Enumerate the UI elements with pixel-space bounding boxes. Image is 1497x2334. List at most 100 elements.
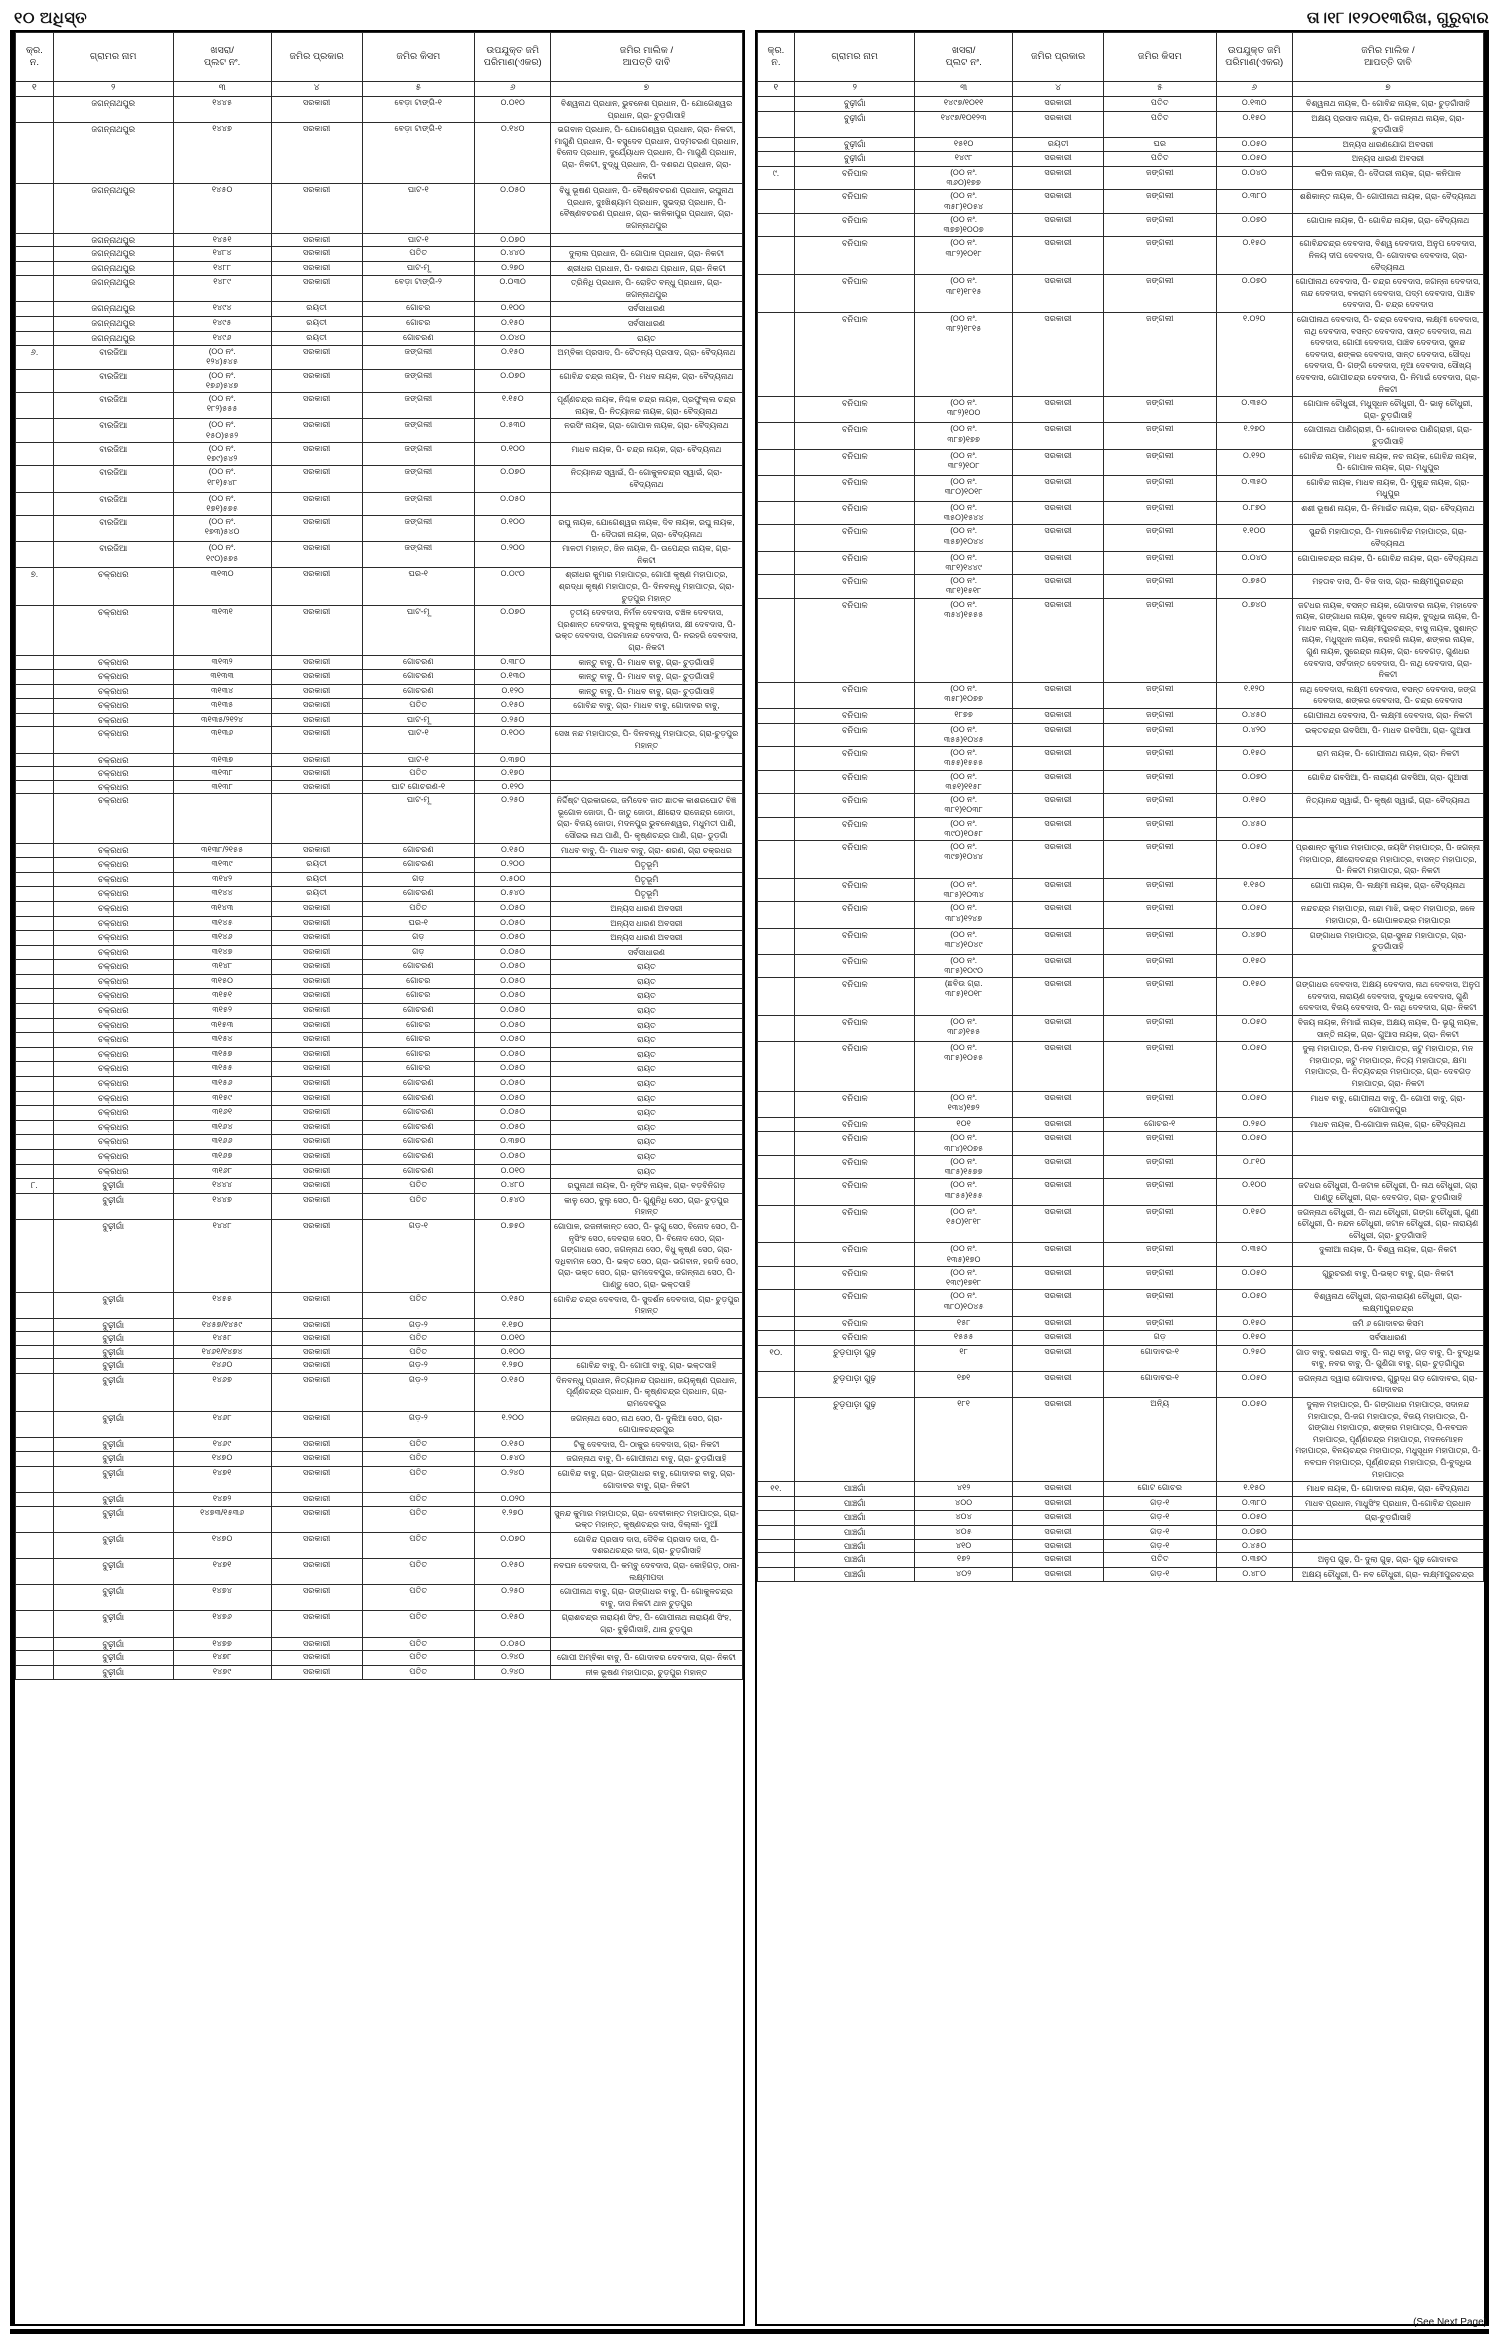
cell-area: ୦.୦୫୦ — [474, 183, 552, 234]
see-next-page-note: (See Next Page) — [1413, 2317, 1487, 2328]
cell-type: ସରକାରୀ — [270, 1119, 363, 1136]
cell-sl — [15, 316, 54, 332]
cell-area: ୦.୦୪୦ — [1215, 550, 1293, 576]
cell-sl — [15, 886, 54, 902]
cell-plot: ୩୧୫୪ — [172, 1032, 272, 1048]
cell-plot: (୦୦ ନଂ. ୧୭୩)୫୪୦ — [172, 515, 272, 543]
cell-plot: (୦୦ ନଂ. ୩୮୧)୧୫୧୮ — [914, 574, 1014, 599]
cell-village: ବନିପାଳ — [794, 422, 916, 450]
cell-type: ରୟତୀ — [270, 316, 363, 332]
cell-type: ସରକାରୀ — [1012, 1397, 1104, 1483]
cell-area: ୦.୦୫୦ — [1215, 1090, 1293, 1118]
cell-area: ୦.୦୫୦ — [474, 944, 552, 961]
table-row: ବନିପାଳ (୦୦ ନଂ. ୩୫୪)୧୫୫୫ ସରକାରୀ ଜଙ୍ଗଲୀ ୦.୭୪୦ ଜଟ… — [756, 597, 1485, 683]
cell-sl — [15, 1317, 54, 1333]
cell-owner: ନାଥି ଦେବଦାସ, ଲକ୍ଷ୍ମୀ ଦେବଦାସ, ବସନ୍ତ ଦେବଦା… — [1291, 681, 1485, 709]
cell-kind: ଗଡ଼-୨ — [361, 1372, 476, 1412]
cell-plot: ୩୧୫୭ — [172, 1046, 272, 1063]
cell-type: ସରକାରୀ — [1012, 1090, 1104, 1118]
cell-owner: ମାଧବ ନାୟକ, ପି-ଗୋପାଳ ନାୟକ, ଗ୍ରା- ବୈଦ୍ୟନାଥ — [1291, 1116, 1485, 1133]
cell-owner: ମାଧବ ନାୟକ, ପି- ଗୋଦାବର ନାୟକ, ଗ୍ରା- ବୈଦ୍ୟନ… — [1291, 1481, 1485, 1497]
cell-plot: (୦୦ ନଂ. ୧୫୦)୫୫୨ — [172, 418, 272, 443]
cell-area: ୦.୪୨୦ — [1215, 722, 1293, 748]
cell-kind: ପତିତ — [1103, 151, 1217, 167]
cell-kind: ବେଡ଼ା ଟାଙ୍ଗି-୧ — [361, 95, 476, 124]
table-row: ୯. ବନିପାଳ (୦୦ ନଂ. ୩୬୦)୧୭୭ ସରକାରୀ ଜଙ୍ଗଲୀ ୦.୦୪୦ କ… — [756, 165, 1485, 191]
cell-sl — [15, 1105, 54, 1121]
cell-village: ବନିପାଳ — [794, 474, 916, 502]
cell-plot: ୧୪୪୮ — [172, 1218, 272, 1293]
cell-sl — [756, 769, 796, 795]
table-row: ବନିପାଳ (୦୦ ନଂ. ୩୮୨)୧୦୦ ସରକାରୀ ଜଙ୍ଗଲୀ ୦.୩୫୦ ଗୋପ… — [756, 396, 1485, 424]
table-row: ପାଞ୍ଚଗାଁ ୪୦୫ ସରକାରୀ ଗଡ଼-୧ ୦.୦୭୦ — [756, 1525, 1485, 1540]
cell-sl — [756, 1265, 796, 1291]
table-row: ବନିପାଳ (୦୦ ନଂ. ୩୮୫)୧୫୭୭ ସରକାରୀ ଜଙ୍ଗଲୀ ୦.୮୧୦ — [756, 1154, 1485, 1180]
cell-owner: ତୃତୀୟ ଦେବଦାସ, ନିର୍ମଳ ଦେବଦାସ, ଚଞ୍ଚଳ ଦେବଦା… — [550, 605, 743, 656]
cell-type: ସରକାରୀ — [1012, 1495, 1104, 1512]
cell-owner: ପୂର୍ଣ୍ଣଚନ୍ଦ୍ର ନାୟକ, ନିଶ୍ଚଳ ଚନ୍ଦ୍ର ନାୟକ, … — [550, 392, 743, 420]
cell-owner: ମାଳତୀ ମହାନ୍ତ, ଜିନ ନାୟକ, ପି- ଉପେନ୍ଦ୍ର ନାୟ… — [550, 541, 743, 569]
th-plot: ଖସରା/ପ୍ଲଟ ନଂ. — [914, 32, 1014, 82]
cell-area: ୦.୦୭୦ — [1215, 274, 1293, 314]
cell-type: ସରକାରୀ — [1012, 722, 1104, 748]
cell-kind: ପତିତ — [361, 698, 476, 714]
cell-area: ୦.୨୪୦ — [474, 1650, 552, 1666]
colnum-5: ୫ — [361, 81, 476, 97]
cell-owner: ଗୋପୀନାଥ ଦେବଦାସ, ପି- ଚନ୍ଦ୍ର ଦେବଦାସ, ଜଗନ୍ନ… — [1291, 274, 1485, 314]
cell-sl — [15, 1465, 54, 1494]
cell-area: ୦.୦୫୦ — [474, 1017, 552, 1034]
cell-sl — [15, 368, 54, 394]
cell-kind: ଜଙ୍ଗଲୀ — [361, 465, 476, 493]
cell-kind: ଗଡ଼ — [361, 871, 476, 888]
cell-kind: ଗୋଚର-୧ — [1103, 1116, 1217, 1133]
cell-village: ବୁଢ଼ୀଗାଁ — [52, 1610, 174, 1638]
cell-plot: (୦୦ ନଂ. ୩୮୪)୧୦୪୯ — [914, 927, 1014, 955]
table-row: ବନିପାଳ (୦୦ ନଂ. ୩୮୦)୧୦୧୮ ସରକାରୀ ଜଙ୍ଗଲୀ ୦.୩୫୦ ଗୋ… — [756, 474, 1485, 502]
th-village: ଗ୍ରାମର ନାମ — [794, 32, 916, 82]
cell-area: ୦.୧୫୦ — [1215, 746, 1293, 771]
cell-area: ୦.୫୦୦ — [474, 871, 552, 888]
table-row: ବନିପାଳ (୦୦ ନଂ. ୩୫୧)୧୧୫୮ ସରକାରୀ ଜଙ୍ଗଲୀ ୦.୦୭୦ ଗୋ… — [756, 769, 1485, 795]
cell-area: ୦.୧୫୦ — [1215, 1315, 1293, 1332]
cell-area: ୧.୦୨୦ — [1215, 312, 1293, 398]
cell-area: ୦.୧୫୦ — [474, 1372, 552, 1412]
cell-kind: ଗୋଚରଣ — [361, 683, 476, 700]
cell-type: ସରକାରୀ — [270, 1149, 363, 1165]
cell-village: ବନିପାଳ — [794, 793, 916, 818]
cell-plot: (୦୦ ନଂ. ୧୩୯)୧୭୧୮ — [914, 1265, 1014, 1291]
cell-village: ବାରଜିଆ — [52, 392, 174, 420]
cell-owner: ଗଙ୍ଗାଧର ଦେବଦାସ, ଅକ୍ଷୟ ଦେବଦାସ, ନାଥ ଦେବଦାସ… — [1291, 977, 1485, 1016]
cell-plot: ୩୧୫୦ — [172, 973, 272, 990]
cell-plot: ୧୪୪୭ — [172, 122, 272, 185]
cell-sl — [756, 1014, 796, 1043]
cell-sl — [15, 1331, 54, 1346]
cell-kind: ଜଙ୍ଗଲୀ — [1103, 474, 1217, 502]
cell-owner: ଅନ୍ୟସ ଧାରଣ ଅବସରୀ — [550, 930, 743, 946]
cell-kind: ଗୋଚରଣ — [361, 1076, 476, 1092]
cell-type: ସରକାରୀ — [270, 1465, 363, 1494]
table-row: ବନିପାଳ (୦୦ ନଂ. ୩୮୨)୧୦୮ ସରକାରୀ ଜଙ୍ଗଲୀ ୦.୧୨୦ ଗୋବ… — [756, 448, 1485, 476]
cell-kind: ଗୋଚରଣ — [361, 654, 476, 671]
cell-village: ବୁଢ଼ୀଗାଁ — [52, 1344, 174, 1360]
cell-kind: ପତିତ — [361, 1178, 476, 1194]
two-column-body: କ୍ର. ନ. ଗ୍ରାମର ନାମ ଖସରା/ପ୍ଲଟ ନଂ. ଜମିର ପ୍ର… — [0, 30, 1497, 2326]
cell-plot: ୩୧୪୪ — [172, 886, 272, 902]
cell-owner: ଗୋବିନ୍ଦ ବାବୁ, ପି- ଗୋପୀ ବାବୁ, ଗ୍ରା- ଭକ୍ତସ… — [550, 1358, 743, 1374]
table-row: ବୁଢ଼ୀଗାଁ ୧୪୯୭/୧୦୧୧ ସରକାରୀ ପତିତ ୦.୧୩୦ ବିଶ୍ୱନାଥ… — [756, 96, 1485, 112]
cell-plot: ୩୧୩୫ — [172, 698, 272, 714]
cell-area: ୦.୧୫୦ — [474, 1610, 552, 1638]
cell-kind: ଗୋଚର — [361, 316, 476, 332]
cell-plot: ୧୪୪୫ — [172, 95, 272, 124]
cell-village: ଜଗନ୍ନାଥପୁର — [52, 232, 174, 248]
cell-area: ୦.୦୭୦ — [474, 605, 552, 656]
cell-area: ୦.୦୫୦ — [1215, 1397, 1293, 1483]
cell-kind: ଗୋଚରଣ — [361, 1119, 476, 1136]
cell-type: ସରକାରୀ — [1012, 1289, 1104, 1317]
cell-owner: ନରସିଂ ନାୟକ, ଗ୍ରା- ଗୋପାଳ ନାୟକ, ଗ୍ରା- ବୈଦ୍… — [550, 418, 743, 443]
cell-village: ଚକ୍ରଧର — [52, 793, 174, 844]
cell-area: ୦.୧୦୦ — [474, 515, 552, 543]
cell-sl — [756, 901, 796, 929]
cell-plot: ୧୪୯୭/୧୦୧୨୩ — [914, 110, 1014, 138]
cell-kind: ପତିତ — [361, 246, 476, 262]
cell-kind: ପତିତ — [361, 1610, 476, 1638]
